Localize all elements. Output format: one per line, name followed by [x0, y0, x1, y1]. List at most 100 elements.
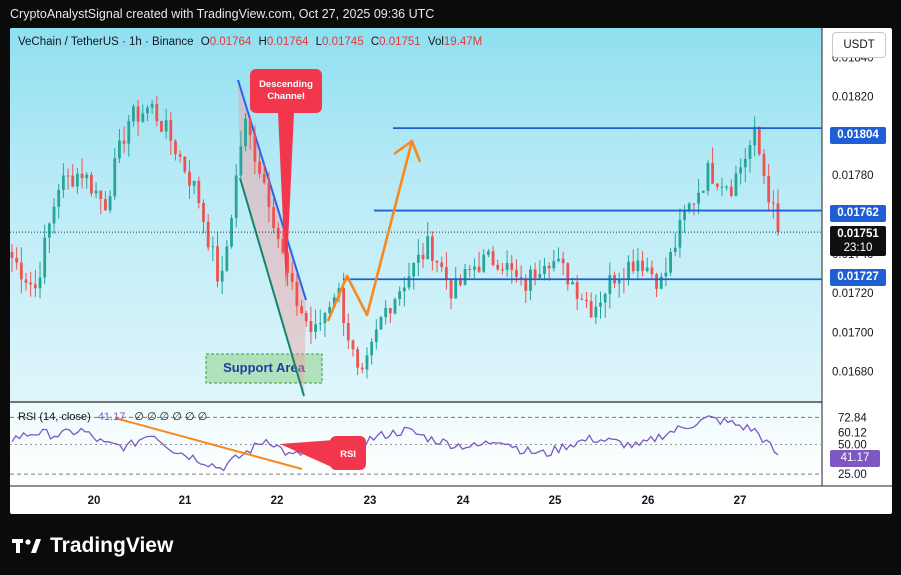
rsi-callout-label: RSI: [340, 449, 356, 460]
candle-body-4: [29, 282, 33, 285]
candle-body-158: [748, 145, 752, 159]
candle-body-116: [552, 260, 556, 269]
candle-body-101: [482, 254, 486, 272]
candle-body-14: [75, 173, 79, 187]
time-tick-27: 27: [734, 495, 747, 507]
candle-body-161: [762, 154, 766, 176]
candle-body-39: [192, 180, 196, 186]
candle-body-86: [412, 262, 416, 277]
candle-body-110: [524, 278, 528, 291]
candle-body-153: [725, 186, 729, 188]
candle-body-89: [426, 236, 430, 260]
candle-body-100: [477, 266, 481, 272]
candle-body-15: [80, 173, 84, 179]
candle-body-6: [38, 277, 42, 289]
candle-body-134: [636, 260, 640, 272]
currency-button[interactable]: USDT: [832, 32, 886, 58]
candle-body-38: [188, 171, 191, 186]
candle-body-154: [729, 186, 733, 196]
candle-body-30: [150, 103, 154, 108]
candle-body-50: [244, 118, 247, 147]
candle-body-73: [351, 340, 355, 350]
candle-body-16: [85, 174, 89, 179]
candle-body-23: [118, 140, 121, 159]
footer-brand: TradingView: [12, 530, 173, 562]
candle-body-87: [416, 254, 420, 263]
candle-body-124: [589, 301, 593, 318]
candle-body-71: [342, 288, 346, 324]
descending-channel-label-1: Descending: [259, 79, 313, 90]
candle-body-32: [160, 121, 163, 132]
candle-body-163: [771, 202, 775, 204]
candle-body-130: [617, 278, 621, 284]
candle-body-156: [739, 167, 743, 174]
candle-body-83: [398, 291, 402, 300]
candle-body-28: [141, 113, 145, 122]
chart-header: CryptoAnalystSignal created with Trading…: [0, 0, 901, 28]
candle-body-21: [108, 196, 112, 211]
rsi-legend-label: RSI (14, close): [18, 411, 91, 423]
candle-body-35: [174, 140, 177, 155]
candle-body-122: [580, 298, 584, 300]
candle-body-36: [178, 154, 182, 157]
candle-body-132: [627, 261, 630, 280]
chart-frame[interactable]: Support Area Descending Channel RSI 0.01…: [10, 28, 892, 514]
candle-body-94: [449, 280, 453, 299]
candle-body-93: [444, 267, 448, 281]
candle-body-55: [267, 182, 271, 208]
candle-body-96: [458, 278, 462, 285]
close-value: 0.01751: [379, 36, 421, 48]
rsi-line: [11, 415, 779, 472]
time-axis-ticks: 20 21 22 23 24 25 26 27: [88, 495, 747, 507]
price-tick-3: 0.01780: [832, 170, 874, 182]
candle-body-102: [487, 251, 490, 255]
candle-body-11: [61, 175, 65, 190]
rsi-legend: RSI (14, close) 41.17 ∅ ∅ ∅ ∅ ∅ ∅: [18, 410, 207, 423]
rsi-tick-0: 72.84: [838, 412, 867, 424]
candle-body-53: [258, 161, 261, 174]
price-tag-level-2: 0.01762: [830, 205, 886, 222]
candle-body-13: [71, 175, 75, 187]
tradingview-logo-icon: [12, 539, 41, 553]
rsi-callout-pointer: [280, 440, 334, 468]
candle-body-85: [407, 276, 411, 288]
candle-body-162: [767, 175, 771, 203]
candle-body-121: [575, 282, 579, 299]
price-tick-8: 0.01680: [832, 367, 874, 379]
candle-body-107: [510, 263, 514, 270]
candle-body-99: [473, 266, 476, 270]
candle-body-81: [388, 307, 392, 314]
candle-body-37: [183, 156, 187, 172]
candle-body-147: [697, 192, 700, 204]
candle-body-157: [743, 158, 747, 168]
candle-body-66: [318, 323, 322, 325]
time-tick-25: 25: [549, 495, 562, 507]
candle-body-123: [585, 299, 588, 302]
candle-body-143: [678, 219, 682, 248]
time-tick-23: 23: [364, 495, 377, 507]
candle-body-98: [468, 268, 472, 270]
descending-channel-fill: [238, 80, 306, 396]
candle-body-136: [645, 267, 649, 272]
candle-body-56: [272, 207, 275, 228]
candle-body-72: [346, 323, 350, 341]
projection-arrow-head: [393, 139, 422, 163]
candle-body-155: [734, 173, 738, 196]
candle-body-41: [202, 202, 205, 222]
candle-body-117: [557, 258, 560, 261]
candle-body-91: [435, 260, 439, 263]
candle-body-8: [47, 223, 51, 238]
descending-channel-label-2: Channel: [267, 91, 304, 102]
candle-body-33: [164, 120, 168, 132]
price-chart[interactable]: Support Area Descending Channel RSI 0.01…: [10, 28, 892, 514]
candle-body-18: [94, 190, 98, 194]
price-tick-7: 0.01700: [832, 327, 874, 339]
candle-body-139: [659, 276, 663, 289]
candle-body-115: [547, 265, 551, 269]
time-tick-24: 24: [457, 495, 470, 507]
candle-body-95: [454, 278, 458, 299]
candle-body-119: [566, 263, 570, 285]
candle-body-54: [262, 173, 266, 183]
candle-body-113: [538, 273, 542, 278]
rsi-legend-value: 41.17: [97, 411, 126, 423]
